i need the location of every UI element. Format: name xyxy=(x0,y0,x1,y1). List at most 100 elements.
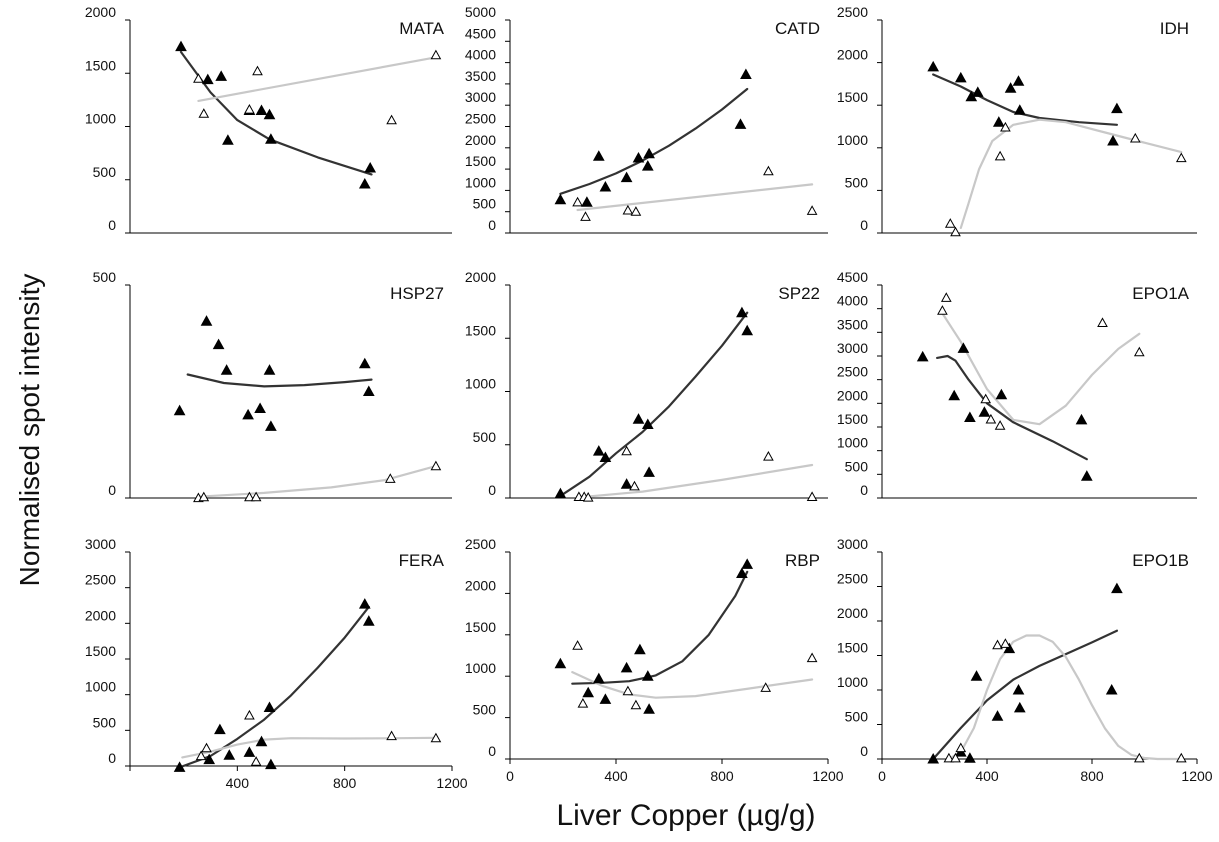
open-triangle-point xyxy=(250,756,262,766)
filled-triangle-point xyxy=(1013,104,1026,115)
open-triangle-point xyxy=(763,450,774,461)
grey-fit-line xyxy=(197,56,437,103)
open-triangle-point xyxy=(198,491,210,502)
y-tick-label: 3000 xyxy=(465,89,496,105)
panel-title: EPO1B xyxy=(1132,551,1189,570)
filled-triangle-point xyxy=(991,710,1004,721)
filled-triangle-point xyxy=(263,364,276,375)
open-triangle-point xyxy=(944,218,956,228)
filled-triangle-point xyxy=(978,406,991,417)
filled-triangle-point xyxy=(1107,134,1119,146)
y-tick-label: 1000 xyxy=(465,376,496,392)
x-tick-label: 0 xyxy=(878,768,886,784)
filled-triangle-point xyxy=(358,598,371,609)
filled-triangle-point xyxy=(599,451,612,462)
dark-fit-line xyxy=(932,73,1119,126)
filled-triangle-point xyxy=(592,150,605,161)
filled-triangle-point xyxy=(620,661,633,673)
filled-triangle-point xyxy=(641,160,654,171)
filled-triangle-point xyxy=(1111,102,1123,114)
panel-catd: 0 500 1000 1500 2000 2500 3000 3500 4000 4500 5000… xyxy=(465,4,828,234)
y-tick-label: 1500 xyxy=(465,322,496,338)
filled-triangle-point xyxy=(971,86,984,97)
y-tick-label: 1000 xyxy=(465,660,496,676)
open-triangle-point xyxy=(572,196,583,207)
open-triangle-point xyxy=(244,709,255,720)
open-triangle-point xyxy=(985,413,997,424)
open-triangle-point xyxy=(201,742,212,753)
y-tick-label: 3000 xyxy=(85,536,116,552)
y-tick-label: 2000 xyxy=(85,607,116,623)
y-tick-label: 3500 xyxy=(837,316,868,332)
filled-triangle-point xyxy=(582,686,595,698)
open-triangle-point xyxy=(1129,132,1141,143)
x-tick-label: 400 xyxy=(975,768,999,784)
y-tick-label: 1500 xyxy=(837,89,868,105)
y-tick-label: 1000 xyxy=(465,174,496,190)
filled-triangle-point xyxy=(916,350,929,362)
filled-triangle-point xyxy=(1105,683,1118,695)
y-tick-label: 1000 xyxy=(85,111,116,127)
open-triangle-point xyxy=(430,49,442,60)
panel-title: MATA xyxy=(399,19,444,38)
open-triangle-point xyxy=(622,685,634,696)
x-tick-label: 1200 xyxy=(812,768,843,784)
open-triangle-point xyxy=(198,108,210,118)
panel-title: FERA xyxy=(399,551,445,570)
y-tick-label: 1500 xyxy=(837,640,868,656)
open-triangle-point xyxy=(195,750,207,761)
open-triangle-point xyxy=(193,73,204,83)
y-tick-label: 500 xyxy=(473,702,497,718)
open-triangle-point xyxy=(806,205,818,215)
grey-fit-line xyxy=(576,463,814,499)
grey-fit-line xyxy=(941,312,1141,426)
y-tick-label: 0 xyxy=(860,482,868,498)
open-triangle-point xyxy=(244,103,255,114)
filled-triangle-point xyxy=(736,306,748,318)
filled-triangle-point xyxy=(1012,683,1025,695)
x-tick-label: 400 xyxy=(604,768,628,784)
y-tick-label: 500 xyxy=(845,174,869,190)
filled-triangle-point xyxy=(243,746,256,757)
y-tick-label: 2000 xyxy=(85,4,116,20)
filled-triangle-point xyxy=(1012,75,1025,86)
open-triangle-point xyxy=(630,206,642,216)
filled-triangle-point xyxy=(599,180,612,192)
x-tick-label: 800 xyxy=(1080,768,1104,784)
x-tick-label: 400 xyxy=(226,775,250,791)
filled-triangle-point xyxy=(215,70,228,81)
filled-triangle-point xyxy=(173,404,186,416)
y-tick-label: 2000 xyxy=(465,577,496,593)
panel-sp22: 0 500 1000 1500 2000 SP22 xyxy=(465,269,828,502)
filled-triangle-point xyxy=(927,60,940,72)
filled-triangle-point xyxy=(212,338,225,350)
y-tick-label: 4000 xyxy=(837,293,868,309)
y-tick-label: 2500 xyxy=(837,4,868,20)
y-tick-label: 0 xyxy=(488,482,496,498)
filled-triangle-point xyxy=(620,478,633,489)
dark-fit-line xyxy=(559,87,749,195)
grey-fit-line xyxy=(947,634,1183,761)
filled-triangle-point xyxy=(254,402,266,413)
dark-fit-line xyxy=(571,570,749,685)
open-triangle-point xyxy=(1133,346,1145,357)
y-tick-label: 0 xyxy=(488,743,496,759)
panel-epo1b: 0 500 1000 1500 2000 2500 3000 0 400 800 1200 EPO1B xyxy=(837,536,1213,784)
panel-title: SP22 xyxy=(778,284,820,303)
y-tick-label: 1000 xyxy=(85,679,116,695)
panel-fera: 0 500 1000 1500 2000 2500 3000 400 800 1200 FERA xyxy=(85,536,468,791)
open-triangle-point xyxy=(572,640,583,650)
x-tick-label: 1200 xyxy=(436,775,467,791)
filled-triangle-point xyxy=(964,752,976,763)
filled-triangle-point xyxy=(554,487,567,499)
y-tick-label: 2500 xyxy=(837,571,868,587)
grey-fit-line xyxy=(959,118,1183,229)
x-tick-label: 1200 xyxy=(1181,768,1212,784)
open-triangle-point xyxy=(937,305,948,315)
panel-title: HSP27 xyxy=(390,284,444,303)
filled-triangle-point xyxy=(554,193,567,205)
open-triangle-point xyxy=(622,204,634,215)
filled-triangle-point xyxy=(175,40,187,52)
